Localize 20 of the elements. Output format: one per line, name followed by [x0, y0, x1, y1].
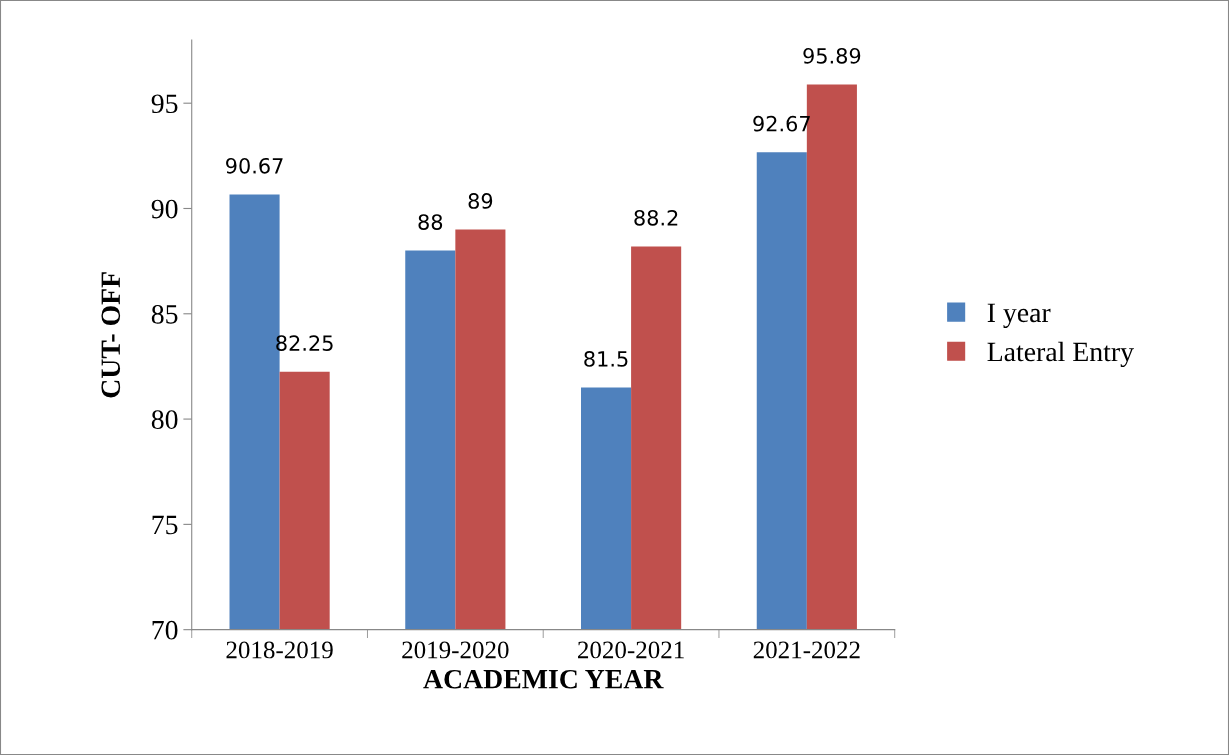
- y-tick-label: 85: [151, 304, 178, 324]
- y-tick-label: 80: [151, 410, 178, 429]
- data-label: 81.5: [584, 351, 628, 367]
- x-tick-label: 2020-2021: [578, 641, 684, 659]
- x-axis-title: ACADEMIC YEAR: [423, 669, 664, 689]
- data-label: 88: [418, 214, 443, 230]
- y-tick-label: 90: [151, 199, 178, 219]
- x-tick-label: 2018-2019: [226, 641, 333, 659]
- x-tick-label: 2019-2020: [402, 641, 509, 659]
- legend-label: Lateral Entry: [987, 341, 1134, 368]
- data-label: 95.89: [803, 47, 861, 64]
- data-label: 88.2: [634, 209, 678, 226]
- x-tick-label: 2021-2022: [753, 641, 860, 659]
- data-label: 89: [468, 193, 493, 209]
- y-tick-label: 75: [152, 515, 178, 535]
- y-tick-label: 70: [152, 620, 178, 640]
- y-tick-label: 95: [151, 94, 178, 114]
- data-label: 90.67: [226, 157, 283, 174]
- legend-label: I year: [987, 303, 1051, 328]
- y-axis-title: CUT- OFF: [101, 272, 121, 398]
